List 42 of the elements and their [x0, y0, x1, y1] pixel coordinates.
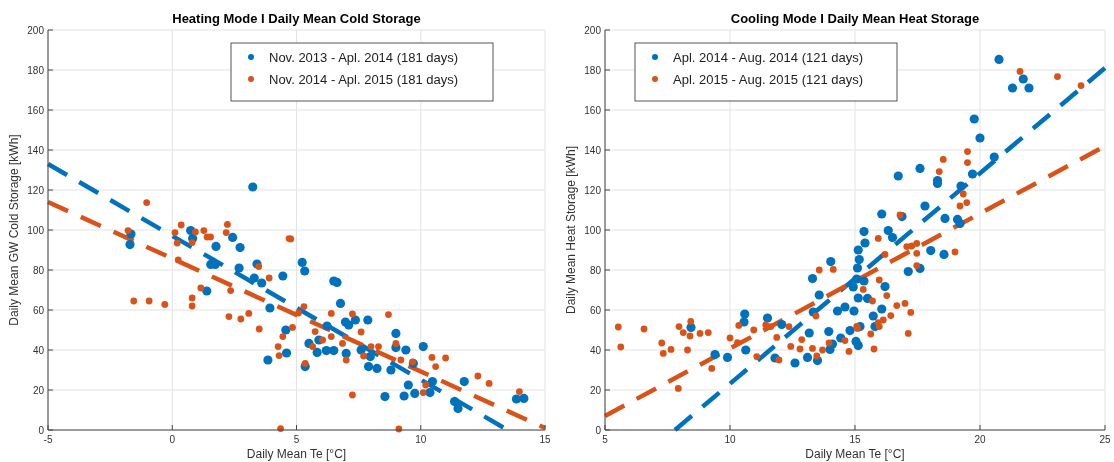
x-axis-title: Daily Mean Te [°C] — [805, 447, 905, 461]
y-tick-label: 100 — [27, 224, 45, 236]
y-tick-label: 80 — [32, 264, 45, 276]
legend-label: Nov. 2014 - Apl. 2015 (181 days) — [269, 72, 459, 87]
y-tick-label: 120 — [584, 184, 602, 196]
y-tick-label: 20 — [32, 384, 45, 396]
x-tick-label: 5 — [293, 434, 300, 445]
y-tick-label: 140 — [27, 144, 45, 156]
y-tick-label: 20 — [589, 384, 602, 396]
y-tick-label: 160 — [27, 104, 45, 116]
x-tick-label: 25 — [1099, 434, 1111, 445]
x-tick-label: -5 — [43, 434, 53, 445]
y-tick-label: 40 — [32, 344, 45, 356]
y-axis-title: Daily Mean GW Cold Storage [kWh] — [7, 134, 21, 326]
y-tick-label: 80 — [589, 264, 602, 276]
legend-label: Apl. 2014 - Aug. 2014 (121 days) — [673, 50, 864, 65]
y-tick-label: 180 — [27, 64, 45, 76]
legend-label: Apl. 2015 - Aug. 2015 (121 days) — [673, 72, 864, 87]
y-tick-label: 40 — [589, 344, 602, 356]
x-tick-label: 5 — [602, 434, 609, 445]
y-tick-label: 200 — [584, 24, 602, 36]
y-tick-label: 180 — [584, 64, 602, 76]
y-tick-label: 200 — [27, 24, 45, 36]
y-axis-title: Daily Mean Heat Storage [kWh] — [564, 145, 578, 315]
x-tick-label: 10 — [724, 434, 736, 445]
y-tick-label: 160 — [584, 104, 602, 116]
x-tick-label: 15 — [539, 434, 551, 445]
x-tick-label: 15 — [849, 434, 861, 445]
y-tick-label: 120 — [27, 184, 45, 196]
x-axis-title: Daily Mean Te [°C] — [246, 447, 347, 461]
x-tick-label: 10 — [415, 434, 427, 445]
chart-title: Heating Mode I Daily Mean Cold Storage — [172, 11, 421, 26]
y-tick-label: 0 — [38, 424, 45, 436]
x-tick-label: 0 — [169, 434, 176, 445]
chart-title: Cooling Mode I Daily Mean Heat Storage — [730, 11, 980, 26]
y-tick-label: 60 — [32, 304, 45, 316]
y-tick-label: 0 — [595, 424, 602, 436]
y-tick-label: 100 — [584, 224, 602, 236]
y-tick-label: 140 — [584, 144, 602, 156]
x-tick-label: 20 — [974, 434, 986, 445]
legend-label: Nov. 2013 - Apl. 2014 (181 days) — [269, 50, 459, 65]
y-tick-label: 60 — [589, 304, 602, 316]
